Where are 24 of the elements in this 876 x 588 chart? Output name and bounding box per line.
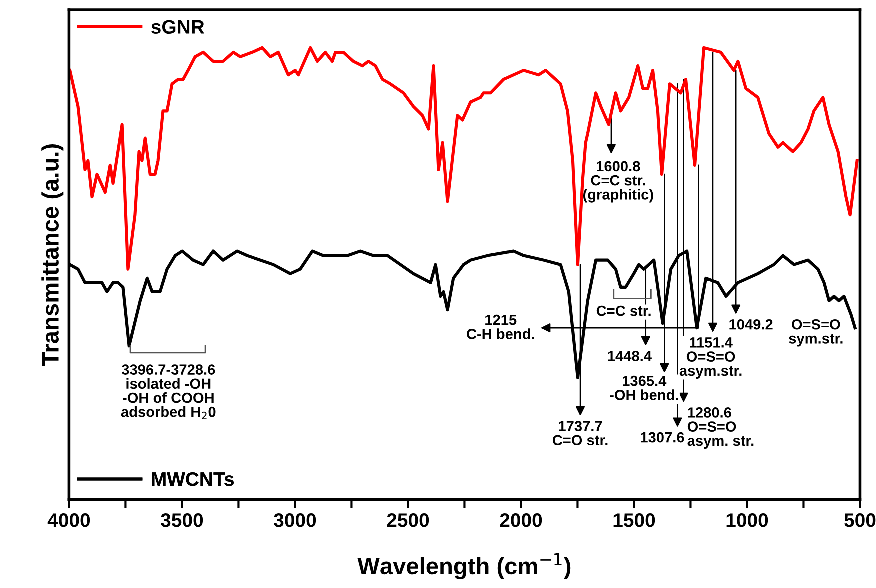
legend-label: sGNR bbox=[152, 20, 204, 34]
annotation: O=S=O sym.str. bbox=[789, 319, 843, 347]
annotation: 3396.7-3728.6 isolated -OH -OH of COOH adsorbed H$_{2}$0 bbox=[121, 364, 216, 420]
x-tick-label: 1500 bbox=[614, 514, 656, 528]
annotation: 1215 C-H bend. bbox=[467, 314, 534, 340]
annotation: 1448.4 bbox=[608, 351, 652, 362]
annotation: C=C str. bbox=[596, 306, 651, 316]
x-tick-label: 2500 bbox=[387, 514, 430, 528]
annotation: 1365.4 -OH bend. bbox=[610, 376, 678, 400]
annotation: 1737.7 C=O str. bbox=[552, 421, 608, 446]
annotation: 1151.4 O=S=O asym.str. bbox=[680, 338, 742, 379]
x-tick-label: 3500 bbox=[161, 514, 204, 528]
x-tick-label: 3000 bbox=[274, 514, 316, 528]
x-tick-label: 500 bbox=[844, 514, 876, 528]
x-tick-label: 2000 bbox=[500, 514, 542, 528]
annotation: 1600.8 C=C str. (graphitic) bbox=[583, 161, 654, 203]
annotation: 1280.6 O=S=O asym. str. bbox=[688, 408, 754, 450]
x-tick-label: 1000 bbox=[726, 514, 768, 528]
annotation: 1049.2 bbox=[730, 319, 773, 330]
annotation: 1307.6 bbox=[641, 432, 684, 443]
x-axis-title: Wavelength (cm$^{−1}$) bbox=[358, 553, 571, 580]
legend-label: MWCNTs bbox=[152, 472, 234, 486]
x-tick-label: 4000 bbox=[48, 514, 90, 528]
y-axis-title: Transmittance (a.u.) bbox=[42, 144, 64, 366]
